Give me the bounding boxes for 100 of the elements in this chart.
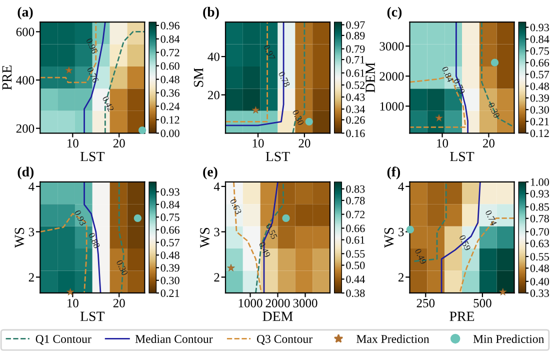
color-bar-label: 0.97 [346, 21, 365, 29]
x-tick-label: 20 [113, 139, 125, 148]
color-bar-label: 0.66 [346, 224, 365, 232]
annotation: 0.76 [86, 66, 99, 84]
color-bar-label: 0.93 [160, 188, 180, 196]
y-axis-title: WS [200, 228, 210, 248]
color-bar-label: 0.43 [346, 93, 365, 102]
chart-title: (e) [203, 166, 218, 180]
legend-label: Q1 Contour [36, 335, 92, 345]
color-bar-label: 0.39 [160, 264, 180, 272]
color-bar-label: 0.21 [160, 289, 180, 297]
y-axis-title: WS [384, 228, 394, 248]
annotation: 0.30 [116, 260, 128, 276]
color-bar-label: 0.00 [160, 130, 180, 138]
color-bar-label: 0.16 [346, 130, 365, 138]
y-tick-label: 3 [28, 228, 34, 236]
y-tick-label: 20 [208, 90, 220, 100]
annotation: 0.59 [458, 234, 471, 251]
annotation: 0.93 [74, 210, 86, 226]
color-bar-label: 0.48 [160, 251, 180, 260]
annotation: 0.74 [485, 210, 498, 226]
x-tick-label: 1000 [238, 298, 262, 308]
legend-label: Median Contour [135, 334, 213, 343]
color-bar-label: 0.12 [160, 116, 180, 124]
color-bar-label: 0.57 [530, 70, 550, 78]
color-bar-label: 0.84 [530, 36, 550, 44]
x-tick-label: 10 [252, 139, 264, 148]
color-bar-label: 0.93 [530, 24, 549, 32]
x-tick-label: 3000 [293, 298, 318, 308]
x-tick-label: 250 [416, 298, 435, 308]
color-bar-label: 0.61 [346, 236, 364, 244]
y-tick-label: 1000 [380, 102, 404, 111]
y-tick-label: 4 [28, 182, 34, 191]
annotation: 0.63 [230, 198, 242, 215]
color-bar-label: 0.71 [346, 56, 364, 64]
color-bar-label: 0.33 [530, 289, 549, 297]
color-bar-label: 0.48 [530, 264, 549, 272]
chart-title: (a) [18, 6, 33, 20]
color-bar-label: 0.75 [160, 214, 180, 222]
legend-label: Q3 Contour [256, 335, 312, 345]
x-tick-label: 500 [474, 298, 492, 308]
x-tick-label: 10 [68, 298, 78, 308]
y-tick-label: 200 [16, 124, 34, 133]
color-bar-label: 0.24 [160, 102, 180, 110]
color-bar-label: 0.36 [160, 89, 180, 97]
color-bar-label: 0.61 [346, 69, 364, 77]
y-tick-label: 3 [214, 228, 220, 236]
y-tick-label: 4 [214, 182, 220, 191]
color-bar-label: 0.72 [160, 48, 180, 56]
chart-title: (c) [387, 6, 402, 20]
color-bar-label: 0.50 [346, 262, 365, 270]
color-bar-label: 0.30 [160, 276, 180, 284]
color-bar-label: 0.60 [160, 62, 180, 70]
color-bar-label: 0.79 [346, 45, 365, 53]
color-bar-label: 0.38 [346, 289, 365, 297]
annotation: 0.49 [414, 248, 427, 265]
y-tick-label: 400 [16, 76, 34, 84]
y-axis-title: WS [14, 228, 24, 248]
color-bar-label: 0.44 [346, 276, 365, 284]
color-bar-label: 0.66 [160, 226, 180, 234]
x-axis-title: PRE [450, 312, 474, 321]
y-tick-label: 40 [208, 52, 220, 62]
color-bar-label: 0.48 [530, 82, 549, 90]
color-bar-label: 0.83 [346, 185, 365, 193]
color-bar-label: 0.26 [346, 116, 365, 124]
annotation: 0.49 [258, 241, 271, 258]
x-tick-label: 2000 [266, 298, 290, 308]
x-tick-label: 10 [437, 139, 448, 148]
color-bar-label: 0.70 [530, 228, 549, 236]
x-axis-title: LST [80, 312, 105, 322]
color-bar-label: 0.78 [530, 214, 549, 222]
color-bar-label: 1.00 [530, 178, 549, 186]
color-bar-label: 0.66 [530, 59, 550, 67]
y-axis-title: SM [194, 68, 204, 87]
annotation: 0.79 [453, 78, 466, 94]
x-axis-title: LST [266, 152, 290, 162]
color-bar-label: 0.12 [530, 130, 549, 138]
color-bar-label: 0.78 [346, 196, 365, 204]
annotation: 0.88 [88, 232, 100, 249]
color-bar-label: 0.85 [530, 203, 549, 211]
color-bar-label: 0.55 [346, 250, 365, 258]
color-bar-label: 0.39 [530, 94, 549, 102]
color-bar-label: 0.84 [160, 35, 180, 43]
color-bar-label: 0.48 [160, 76, 180, 84]
x-tick-label: 10 [68, 139, 78, 148]
x-tick-label: 20 [483, 139, 494, 148]
color-bar-label: 0.89 [346, 32, 365, 40]
y-tick-label: 3000 [380, 42, 404, 51]
annotation: 0.97 [263, 44, 276, 61]
color-bar-label: 0.30 [530, 106, 549, 114]
color-bar-label: 0.55 [530, 252, 549, 261]
color-bar-label: 0.57 [160, 238, 180, 246]
color-bar-label: 0.75 [530, 47, 549, 55]
color-bar-label: 0.21 [530, 118, 549, 126]
y-axis-title: PRE [2, 66, 12, 90]
y-tick-label: 2 [398, 273, 404, 282]
legend-label: Max Prediction [356, 334, 430, 343]
y-tick-label: 3 [398, 228, 404, 236]
annotation: 0.78 [278, 71, 290, 88]
y-tick-label: 2 [28, 273, 34, 282]
